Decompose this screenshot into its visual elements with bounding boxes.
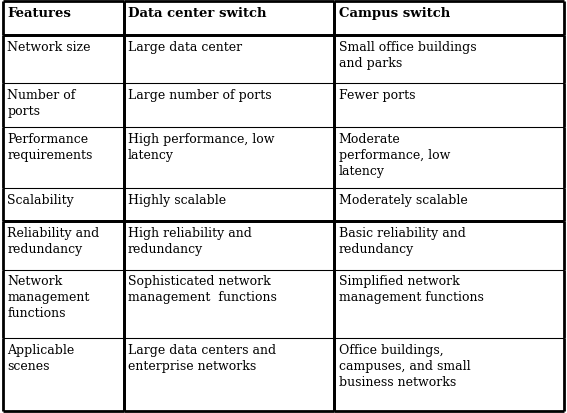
- Text: Large data center: Large data center: [128, 40, 242, 54]
- Text: Data center switch: Data center switch: [128, 7, 266, 20]
- Text: Moderate
performance, low
latency: Moderate performance, low latency: [338, 133, 450, 178]
- Text: Highly scalable: Highly scalable: [128, 193, 226, 206]
- Text: Performance
requirements: Performance requirements: [7, 133, 93, 161]
- Text: High reliability and
redundancy: High reliability and redundancy: [128, 227, 252, 256]
- Text: Fewer ports: Fewer ports: [338, 89, 415, 102]
- Text: Large number of ports: Large number of ports: [128, 89, 272, 102]
- Text: Reliability and
redundancy: Reliability and redundancy: [7, 227, 100, 256]
- Text: Sophisticated network
management  functions: Sophisticated network management functio…: [128, 275, 277, 304]
- Text: Network
management
functions: Network management functions: [7, 275, 90, 320]
- Text: Office buildings,
campuses, and small
business networks: Office buildings, campuses, and small bu…: [338, 344, 470, 388]
- Text: Features: Features: [7, 7, 71, 20]
- Text: Basic reliability and
redundancy: Basic reliability and redundancy: [338, 227, 466, 256]
- Text: Large data centers and
enterprise networks: Large data centers and enterprise networ…: [128, 344, 276, 373]
- Text: Scalability: Scalability: [7, 193, 74, 206]
- Text: Simplified network
management functions: Simplified network management functions: [338, 275, 484, 304]
- Text: Applicable
scenes: Applicable scenes: [7, 344, 75, 373]
- Text: Moderately scalable: Moderately scalable: [338, 193, 467, 206]
- Text: Campus switch: Campus switch: [338, 7, 450, 20]
- Text: Number of
ports: Number of ports: [7, 89, 76, 118]
- Text: Network size: Network size: [7, 40, 91, 54]
- Text: Small office buildings
and parks: Small office buildings and parks: [338, 40, 476, 69]
- Text: High performance, low
latency: High performance, low latency: [128, 133, 274, 161]
